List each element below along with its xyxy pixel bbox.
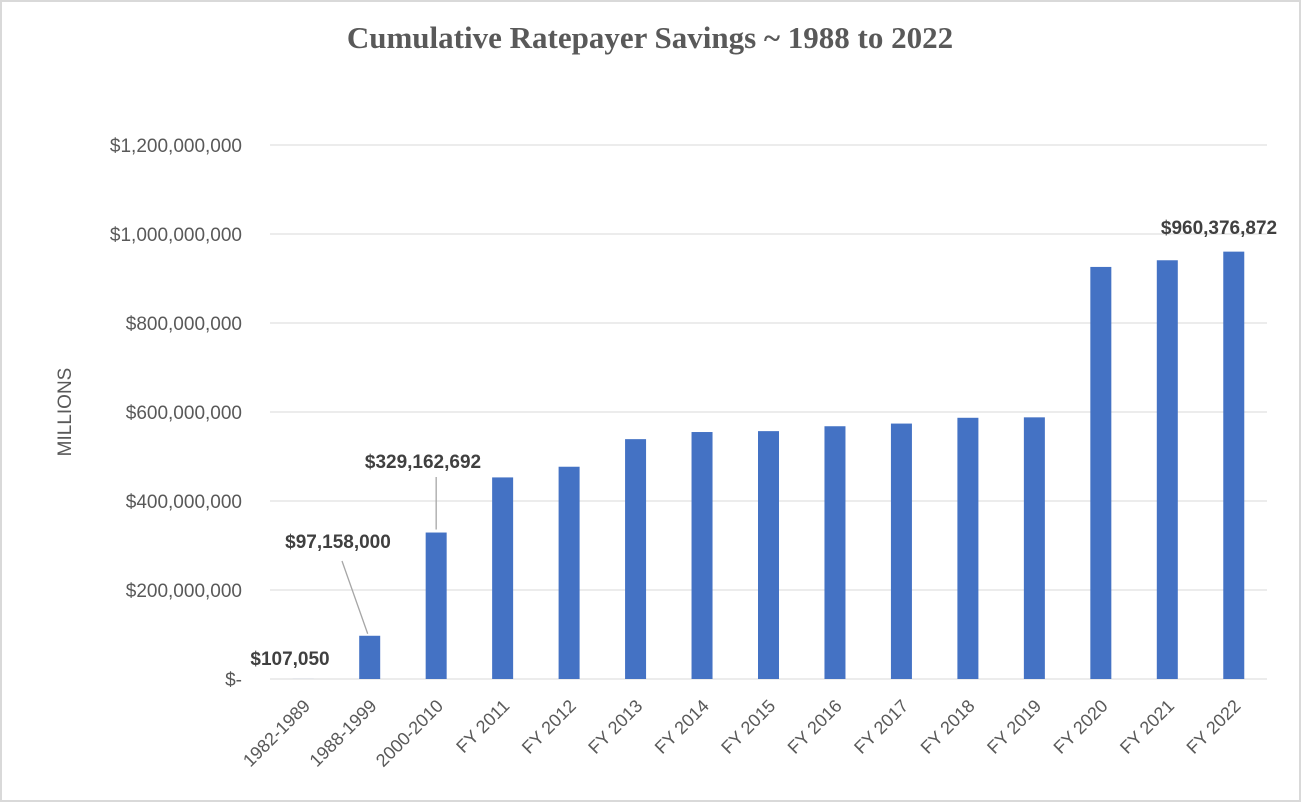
bar <box>1156 260 1178 679</box>
x-tick-label: FY 2020 <box>1050 696 1112 758</box>
data-label: $960,376,872 <box>1161 218 1277 239</box>
x-tick-label: FY 2018 <box>917 696 979 758</box>
y-tick-label: $1,200,000,000 <box>110 136 242 157</box>
bar <box>359 635 381 679</box>
x-tick-label: FY 2011 <box>452 696 513 757</box>
x-tick-label: FY 2012 <box>518 696 580 758</box>
bar <box>824 426 846 679</box>
bars <box>292 251 1245 679</box>
bar <box>425 532 447 679</box>
x-tick-label: FY 2013 <box>584 696 646 758</box>
bar <box>558 466 580 679</box>
y-tick-label: $800,000,000 <box>126 314 242 335</box>
data-label: $329,162,692 <box>365 452 481 473</box>
x-tick-label: FY 2019 <box>983 696 1045 758</box>
leader-line <box>341 560 369 634</box>
y-tick-label: $1,000,000,000 <box>110 225 242 246</box>
x-tick-label: 1988-1999 <box>306 696 381 771</box>
x-tick-label: FY 2014 <box>651 696 713 758</box>
data-labels: $107,050 $97,158,000 $329,162,692 $960,376,… <box>250 218 1277 670</box>
bar <box>625 439 647 679</box>
y-tick-label: $600,000,000 <box>126 403 242 424</box>
x-tick-label: FY 2015 <box>717 696 779 758</box>
bar <box>1223 251 1245 679</box>
bar <box>758 431 779 679</box>
y-axis-label: MILLIONS <box>55 368 76 457</box>
x-tick-label: FY 2016 <box>784 696 846 758</box>
bar <box>957 417 979 679</box>
x-tick-label: FY 2017 <box>850 696 912 758</box>
x-tick-label: FY 2021 <box>1116 696 1178 758</box>
x-tick-label: 1982-1989 <box>239 696 314 771</box>
bar <box>691 432 713 679</box>
y-tick-label: $200,000,000 <box>126 581 242 602</box>
data-label: $107,050 <box>250 649 329 670</box>
x-tick-label: 2000-2010 <box>372 696 447 771</box>
bar <box>1090 266 1112 679</box>
x-tick-label: FY 2022 <box>1183 696 1245 758</box>
bar <box>492 477 514 679</box>
y-axis-ticks: $- $200,000,000 $400,000,000 $600,000,000 $8… <box>110 136 242 691</box>
y-tick-label: $- <box>225 670 242 691</box>
bar <box>1023 417 1045 679</box>
data-label: $97,158,000 <box>285 532 391 553</box>
chart-title: Cumulative Ratepayer Savings ~ 1988 to 2… <box>347 20 953 55</box>
bar <box>890 423 912 679</box>
y-tick-label: $400,000,000 <box>126 492 242 513</box>
